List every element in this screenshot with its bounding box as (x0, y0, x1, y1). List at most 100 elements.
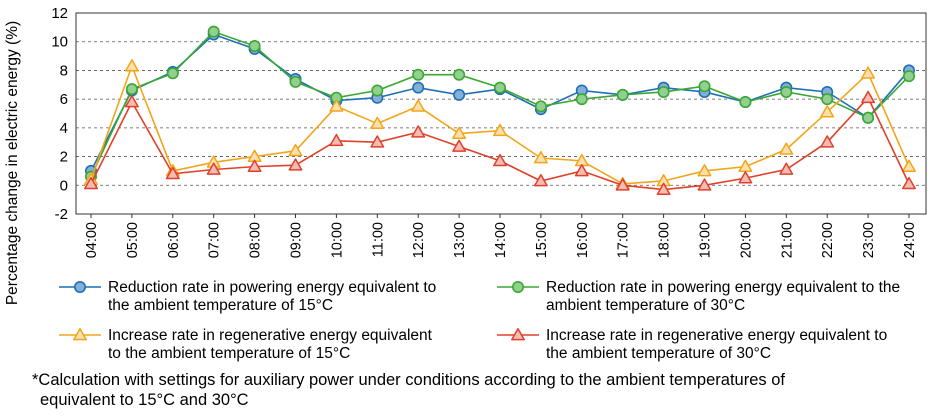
x-tick-label: 16:00 (575, 222, 591, 258)
data-point (247, 159, 262, 173)
data-point (125, 83, 138, 96)
data-point (861, 90, 876, 104)
data-point (493, 153, 507, 167)
x-tick-label: 11:00 (370, 222, 386, 257)
legend-label-line-2: to the ambient temperature of 15°C (108, 345, 350, 362)
data-series (84, 25, 916, 195)
x-tick-label: 12:00 (411, 222, 427, 258)
data-point (166, 67, 179, 80)
x-tick-label: 24:00 (902, 222, 918, 258)
x-tick-label: 06:00 (166, 222, 182, 258)
x-tick-label: 21:00 (779, 222, 795, 258)
footnote-line-1: *Calculation with settings for auxiliary… (32, 371, 785, 389)
x-tick-label: 05:00 (125, 222, 141, 258)
data-point (534, 100, 547, 113)
data-point (902, 176, 916, 190)
grid-lines (75, 12, 927, 215)
x-tick-label: 10:00 (329, 222, 345, 258)
legend-marker (74, 280, 87, 293)
y-tick-label: 12 (51, 5, 68, 22)
x-tick-label: 13:00 (452, 222, 468, 258)
y-tick-label: 8 (60, 62, 68, 79)
x-axis-ticks: 04:00 05:00 06:00 07:00 08:00 09:00 10:00 11:00… (84, 214, 918, 258)
data-point (616, 88, 629, 101)
data-point (288, 143, 303, 157)
data-point (533, 174, 548, 187)
x-tick-label: 19:00 (698, 222, 714, 258)
data-point (412, 68, 425, 81)
x-tick-label: 14:00 (493, 222, 509, 258)
x-tick-label: 18:00 (657, 222, 673, 258)
data-point (288, 158, 303, 171)
data-point (820, 105, 835, 118)
data-point (493, 81, 506, 94)
data-point (248, 40, 261, 53)
data-point (453, 68, 466, 81)
data-point (84, 176, 98, 190)
x-tick-label: 20:00 (738, 222, 754, 258)
legend-label-line-2: ambient temperature of 30°C (546, 297, 745, 314)
data-point (533, 151, 548, 164)
legend-item-1: Reduction rate in powering energy equiva… (59, 279, 436, 314)
x-tick-label: 22:00 (820, 222, 836, 258)
data-point (656, 182, 671, 195)
legend: Reduction rate in powering energy equiva… (59, 279, 900, 362)
y-axis-ticks: -2 0 2 4 6 8 10 12 (51, 5, 68, 223)
data-point (370, 116, 385, 129)
y-tick-label: 10 (51, 34, 68, 51)
legend-item-2: Reduction rate in powering energy equiva… (497, 279, 900, 314)
data-point (697, 178, 712, 191)
data-point (165, 166, 180, 180)
legend-marker (511, 280, 524, 293)
data-point (412, 81, 425, 94)
data-point (329, 99, 344, 112)
data-point (615, 178, 630, 191)
data-point (902, 70, 915, 83)
plot-frame (75, 12, 927, 215)
data-point (657, 85, 670, 98)
footnote: *Calculation with settings for auxiliary… (32, 370, 922, 410)
data-point (411, 125, 426, 138)
data-point (738, 171, 753, 184)
series-4 (84, 90, 916, 195)
data-point (289, 75, 302, 88)
data-point (739, 96, 752, 109)
legend-label-line-2: the ambient temperature of 30°C (546, 345, 771, 362)
data-point (452, 126, 467, 139)
x-tick-label: 23:00 (861, 222, 877, 258)
footnote-line-2: equivalent to 15°C and 30°C (40, 391, 249, 409)
data-point (697, 163, 712, 177)
legend-marker (73, 328, 87, 341)
y-tick-label: -2 (55, 206, 68, 223)
x-tick-label: 04:00 (84, 222, 100, 258)
data-point (493, 123, 507, 137)
data-point (206, 162, 221, 175)
y-tick-label: 2 (60, 149, 68, 166)
data-point (779, 162, 794, 175)
x-tick-label: 09:00 (289, 222, 305, 258)
data-point (574, 163, 589, 177)
data-point (820, 135, 835, 148)
legend-label-line-1: Reduction rate in powering energy equiva… (546, 279, 900, 296)
x-tick-label: 17:00 (616, 222, 632, 258)
data-point (575, 93, 588, 106)
series-2 (85, 25, 915, 183)
data-point (779, 142, 794, 155)
data-point (738, 159, 753, 173)
x-tick-label: 08:00 (248, 222, 264, 258)
data-point (124, 59, 139, 72)
legend-label-line-1: Increase rate in regenerative energy equ… (108, 327, 433, 344)
legend-item-3: Increase rate in regenerative energy equ… (59, 327, 433, 362)
data-point (780, 85, 793, 98)
y-tick-label: 6 (60, 91, 68, 108)
data-point (207, 25, 220, 38)
data-point (411, 99, 426, 112)
y-axis-label: Percentage change in electric energy (%) (4, 21, 21, 305)
data-point (862, 111, 875, 124)
data-point (329, 133, 344, 147)
x-tick-label: 15:00 (534, 222, 550, 258)
legend-marker (511, 328, 525, 341)
data-point (861, 66, 876, 79)
legend-label-line-1: Increase rate in regenerative energy equ… (546, 327, 887, 344)
